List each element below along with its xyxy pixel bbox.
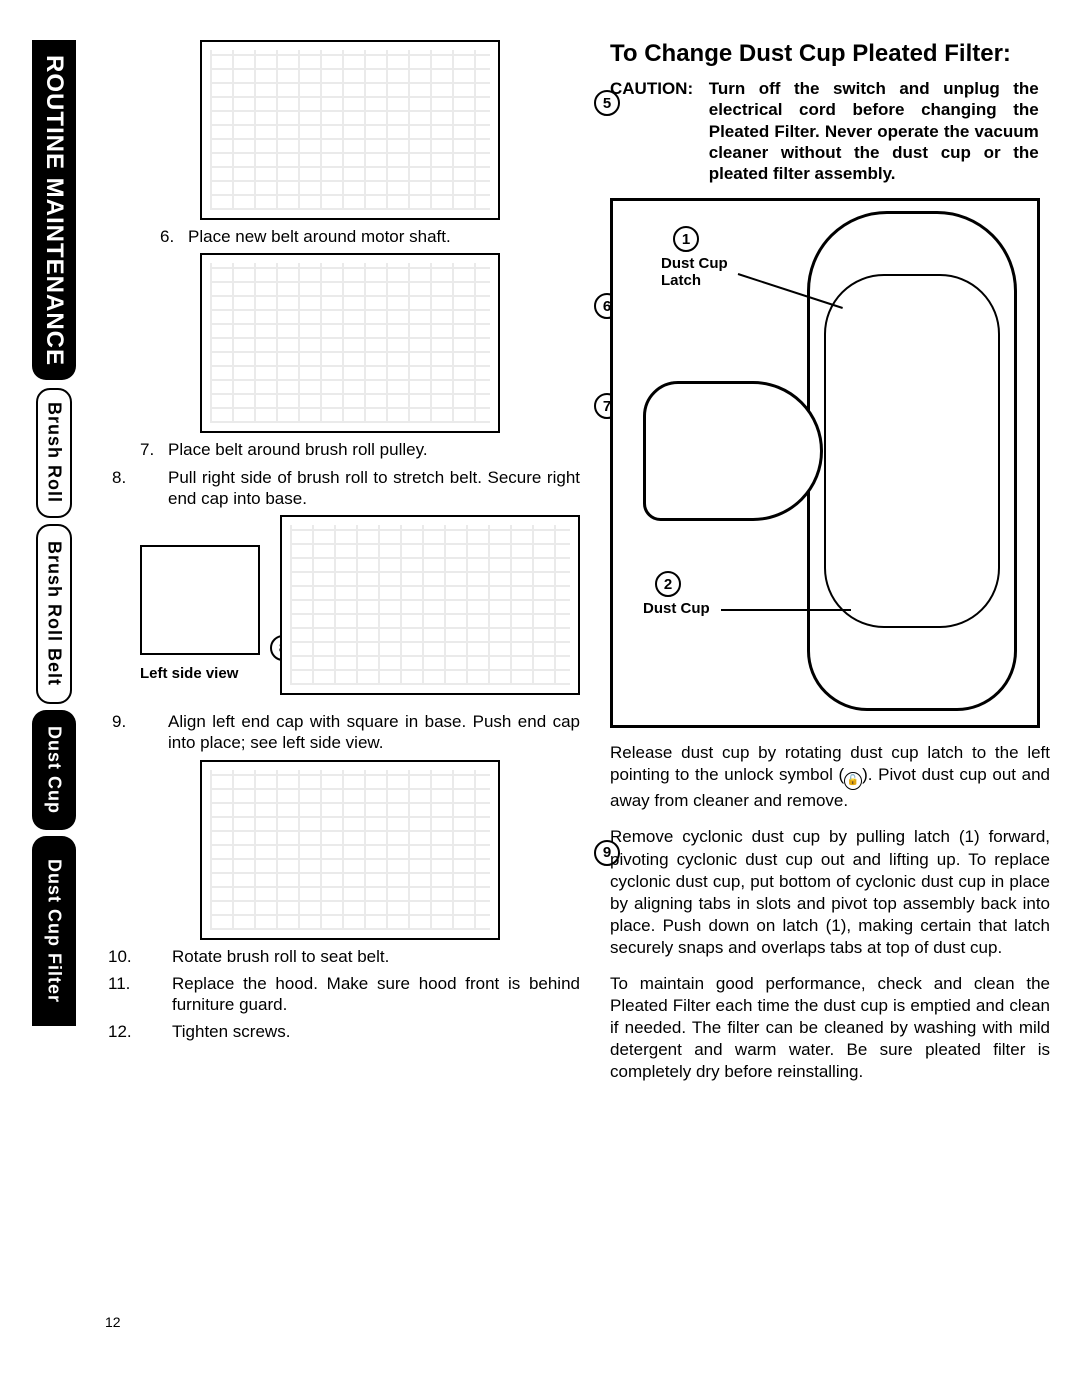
manual-page: ROUTINE MAINTENANCE Brush Roll Brush Rol… — [70, 40, 1040, 1340]
step-11-num: 11. — [140, 973, 172, 994]
caution-body: Turn off the switch and unplug the elect… — [709, 78, 1039, 184]
figure-dust-cup: 1 Dust Cup Latch 2 Dust Cup — [610, 198, 1040, 728]
step-7-num: 7. — [140, 439, 168, 460]
caution-block: CAUTION: Turn off the switch and unplug … — [610, 78, 1050, 184]
step-10-num: 10. — [140, 946, 172, 967]
para-maintain: To maintain good performance, check and … — [610, 973, 1050, 1083]
figure-8 — [280, 515, 580, 695]
step-11-text: Replace the hood. Make sure hood front i… — [172, 974, 580, 1014]
step-7-text: Place belt around brush roll pulley. — [168, 440, 428, 459]
label-dust-cup-latch: Dust Cup Latch — [661, 256, 741, 289]
step-9-num: 9. — [140, 711, 168, 732]
step-9: 9.Align left end cap with square in base… — [140, 711, 580, 754]
heading-change-filter: To Change Dust Cup Pleated Filter: — [610, 40, 1050, 68]
caution-lead: CAUTION: — [610, 78, 704, 99]
figure-9 — [200, 760, 500, 940]
figure-6-7 — [200, 253, 500, 433]
left-side-view-label: Left side view — [140, 665, 238, 682]
page-number: 12 — [105, 1314, 121, 1330]
leader-2 — [721, 609, 851, 611]
step-6-num: 6. — [160, 226, 188, 247]
unlock-symbol-icon: 🔓 — [844, 772, 862, 790]
step-10-text: Rotate brush roll to seat belt. — [172, 947, 389, 966]
label-dust-cup: Dust Cup — [643, 601, 710, 618]
tab-brush-roll: Brush Roll — [36, 388, 72, 518]
tab-routine-maintenance: ROUTINE MAINTENANCE — [32, 40, 76, 380]
callout-2: 2 — [655, 571, 681, 597]
right-column: To Change Dust Cup Pleated Filter: CAUTI… — [610, 40, 1050, 1083]
tab-brush-roll-belt: Brush Roll Belt — [36, 524, 72, 704]
step-10: 10.Rotate brush roll to seat belt. — [140, 946, 580, 967]
step-7: 7.Place belt around brush roll pulley. — [140, 439, 580, 460]
step-6: 6.Place new belt around motor shaft. — [160, 226, 480, 247]
left-column: 5 6.Place new belt around motor shaft. 6… — [140, 40, 580, 1049]
step-12: 12.Tighten screws. — [140, 1021, 580, 1042]
para-remove-replace: Remove cyclonic dust cup by pulling latc… — [610, 826, 1050, 959]
hand-outline — [643, 381, 823, 521]
para-release: Release dust cup by rotating dust cup la… — [610, 742, 1050, 812]
vacuum-body-outline — [807, 211, 1017, 711]
tab-dust-cup-filter: Dust Cup Filter — [32, 836, 76, 1026]
step-12-text: Tighten screws. — [172, 1022, 290, 1041]
tab-dust-cup: Dust Cup — [32, 710, 76, 830]
figure-5 — [200, 40, 500, 220]
step-6-text: Place new belt around motor shaft. — [188, 227, 451, 246]
step-8-text: Pull right side of brush roll to stretch… — [168, 468, 580, 508]
step-11: 11.Replace the hood. Make sure hood fron… — [140, 973, 580, 1016]
step-8: 8.Pull right side of brush roll to stret… — [140, 467, 580, 510]
callout-1: 1 — [673, 226, 699, 252]
figure-left-side-view — [140, 545, 260, 655]
step-9-text: Align left end cap with square in base. … — [168, 712, 580, 752]
step-8-num: 8. — [140, 467, 168, 488]
step-12-num: 12. — [140, 1021, 172, 1042]
